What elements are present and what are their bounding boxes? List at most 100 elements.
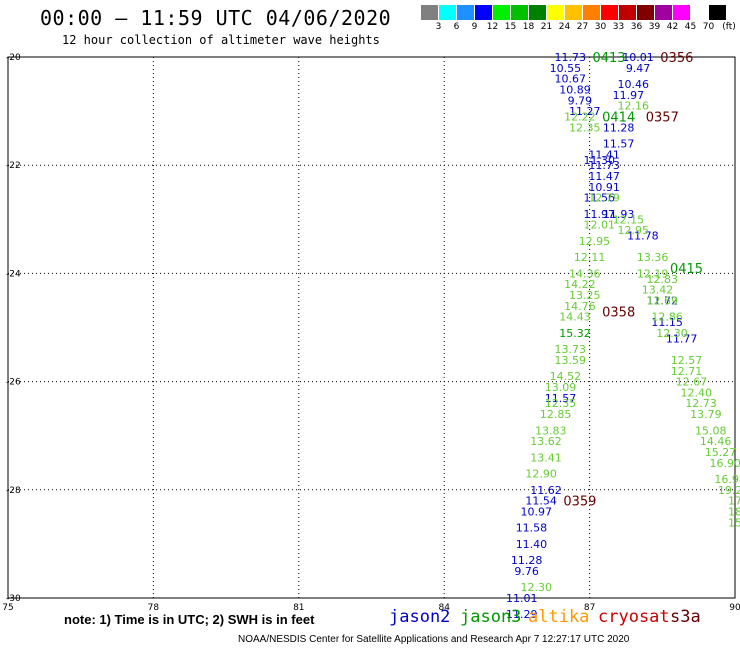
data-point-jason3: 13.73	[554, 343, 586, 356]
legend-swatch	[637, 5, 654, 20]
data-point-jason3: 17	[728, 495, 740, 508]
legend-label: 9	[471, 22, 478, 32]
satellite-label-jason3: jason3	[460, 607, 522, 627]
legend-swatch	[655, 5, 672, 20]
data-point-jason2: 11.27	[569, 105, 601, 118]
data-point-jason2: 11.97	[613, 89, 645, 102]
satellite-label-jason2: jason2	[389, 607, 451, 627]
data-point-jason3: 12.71	[671, 365, 703, 378]
data-point-jason2: 10.67	[554, 73, 586, 86]
data-point-jason3: 14.43	[559, 311, 591, 324]
data-point-jason2: 11.93	[603, 208, 635, 221]
data-point-jason3: 13.36	[637, 251, 669, 264]
legend-label: 42	[666, 22, 679, 32]
data-point-mixed: 11.47	[588, 170, 620, 183]
data-point-jason3: 12.22	[564, 111, 596, 124]
legend-label: 70	[702, 22, 715, 32]
data-point-jason3: 15.27	[705, 446, 737, 459]
legend-swatch	[619, 5, 636, 20]
chart-note: note: 1) Time is in UTC; 2) SWH is in fe…	[64, 612, 315, 627]
legend-swatch	[565, 5, 582, 20]
legend-swatch	[601, 5, 618, 20]
y-tick-label: -26	[6, 378, 21, 388]
data-point-jason2: 11.57	[545, 392, 577, 405]
satellite-label-s3a: s3a	[670, 607, 701, 627]
data-point-jason2: 11.29	[506, 608, 538, 621]
chart-subtitle: 12 hour collection of altimeter wave hei…	[62, 33, 380, 47]
data-point-jason3: 12.16	[617, 100, 649, 113]
data-point-jason3: 13.09	[545, 381, 577, 394]
legend-label: 24	[558, 22, 571, 32]
legend-swatch	[547, 5, 564, 20]
data-point-jason3: 12.69	[647, 294, 679, 307]
data-point-jason3: 16.90	[710, 457, 740, 470]
data-point-jason3: 12.40	[680, 386, 712, 399]
pass-number-label: 0356	[660, 51, 693, 66]
data-point-jason3: 14.52	[550, 370, 582, 383]
data-point-jason2: 11.54	[525, 495, 557, 508]
y-tick-label: -30	[6, 594, 21, 604]
y-tick-label: -20	[6, 53, 21, 63]
data-point-jason3: 14.46	[700, 435, 732, 448]
data-point-jason3-dark: 15.32	[559, 327, 591, 340]
x-tick-label: 75	[2, 603, 13, 613]
plot-frame	[7, 56, 736, 599]
data-point-jason3: 14.76	[564, 300, 596, 313]
data-point-jason3: 12.67	[676, 376, 708, 389]
footer-credit: NOAA/NESDIS Center for Satellite Applica…	[238, 634, 630, 645]
x-tick-label: 78	[148, 603, 160, 613]
data-point-jason3: 12.30	[656, 327, 688, 340]
data-point-jason2: 11.77	[666, 332, 698, 345]
data-point-jason3: 15	[728, 516, 740, 529]
satellite-label-altika: altika	[528, 607, 590, 627]
data-point-jason3: 13.25	[569, 289, 601, 302]
data-point-jason2: 11.78	[627, 230, 659, 243]
data-point-jason3: 12.30	[521, 581, 553, 594]
data-point-jason3: 12.57	[671, 354, 703, 367]
y-tick-label: -22	[6, 161, 21, 171]
legend-label: 33	[612, 22, 625, 32]
data-point-jason2: 11.28	[603, 121, 635, 134]
data-point-mixed: 11.73	[588, 159, 620, 172]
legend-swatch	[529, 5, 546, 20]
data-point-jason3: 12.95	[579, 235, 611, 248]
data-point-jason3: 12.01	[584, 219, 616, 232]
data-point-jason3: 15.08	[695, 424, 727, 437]
legend-label: 18	[522, 22, 535, 32]
data-point-jason2: 9.47	[626, 62, 651, 75]
data-point-jason3: 12.35	[569, 121, 601, 134]
legend-label: 45	[684, 22, 697, 32]
data-point-jason3: 13.83	[535, 424, 567, 437]
pass-number-label: 0358	[602, 305, 635, 320]
satellite-label-cryosat: cryosat	[598, 607, 670, 627]
pass-number-label: 0413	[592, 51, 625, 66]
data-point-jason2: 11.15	[651, 316, 683, 329]
data-point-jason3: 12.83	[647, 273, 679, 286]
pass-number-label: 0414	[602, 111, 635, 126]
y-tick-label: -28	[6, 486, 21, 496]
data-point-jason3: 13.59	[554, 354, 586, 367]
legend-label: 36	[630, 22, 643, 32]
data-point-jason3: 13.41	[530, 451, 562, 464]
legend-swatch	[475, 5, 492, 20]
pass-number-label: 0415	[670, 262, 703, 277]
y-tick-label: -24	[6, 269, 21, 279]
legend-label: 27	[576, 22, 589, 32]
legend-label: 15	[504, 22, 517, 32]
x-tick-label: 81	[293, 603, 304, 613]
data-point-jason3: 12.86	[651, 311, 683, 324]
legend-swatch	[583, 5, 600, 20]
data-point-jason2: 11.40	[516, 538, 548, 551]
pass-number-label: 0357	[646, 111, 679, 126]
legend-label: 6	[453, 22, 460, 32]
data-point-jason2: 11.28	[511, 554, 543, 567]
data-point-jason3: 16.98	[714, 473, 740, 486]
data-point-jason2: 11.73	[554, 51, 586, 64]
data-point-jason2: 9.79	[568, 94, 593, 107]
data-point-jason2: 11.97	[584, 208, 616, 221]
chart-title: 00:00 – 11:59 UTC 04/06/2020	[40, 6, 392, 30]
data-point-jason2: 10.55	[550, 62, 582, 75]
legend-label: 21	[540, 22, 553, 32]
data-point-jason3: 13.62	[530, 435, 562, 448]
